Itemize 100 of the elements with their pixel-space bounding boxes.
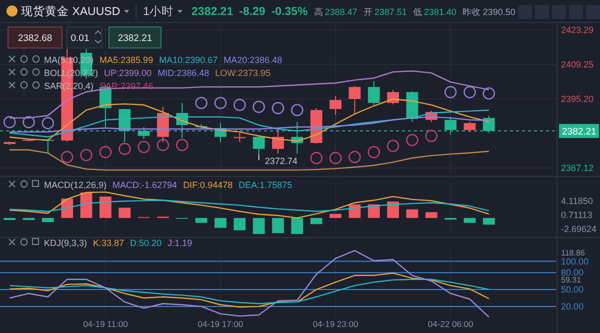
text: 118.86	[561, 248, 586, 258]
bar	[291, 218, 304, 234]
y-tick-label: -2.69624	[561, 224, 597, 234]
candlestick	[387, 90, 399, 105]
point	[61, 150, 74, 164]
point	[42, 116, 54, 130]
bar	[330, 214, 342, 218]
bar	[464, 218, 476, 223]
text: MA10:2390.67	[159, 55, 218, 65]
point	[348, 150, 361, 164]
point	[329, 152, 342, 164]
line-series	[8, 250, 490, 318]
point	[272, 102, 284, 114]
y-tick-label: 2423.29	[561, 24, 594, 35]
x-tick-label: 04-19 11:00	[83, 318, 128, 329]
bar	[4, 218, 16, 220]
bar	[214, 218, 226, 228]
point	[138, 140, 150, 154]
point	[406, 134, 418, 146]
candlestick	[272, 128, 284, 154]
point	[195, 96, 208, 110]
line-series	[8, 110, 490, 138]
bar	[42, 218, 54, 222]
bar	[100, 196, 112, 218]
point	[464, 86, 476, 98]
text: K:33.87	[93, 238, 124, 248]
point	[482, 87, 495, 100]
point	[368, 146, 380, 158]
text: J:1.19	[168, 238, 192, 248]
text: 2387.51	[374, 7, 407, 17]
series-label: UP:2399.00	[104, 68, 152, 78]
text: 2381.40	[424, 7, 456, 17]
text: D:50.20	[130, 238, 162, 248]
candlestick	[234, 132, 246, 143]
text: 1小时	[143, 5, 174, 18]
annotation: MID:2386.48	[158, 68, 210, 78]
point	[310, 152, 322, 164]
y-tick-label: 2395.20	[561, 94, 594, 104]
point	[22, 116, 35, 128]
bar	[118, 208, 131, 218]
text: 昨收 2390.50	[462, 7, 516, 17]
point	[156, 138, 170, 152]
bar	[310, 218, 322, 224]
bar	[195, 218, 208, 223]
line-series	[8, 272, 490, 308]
bar	[425, 212, 438, 218]
text: 开	[363, 7, 372, 17]
legend-title: MACD(12,26,9)	[44, 180, 107, 190]
text: 2382.21	[192, 6, 234, 18]
text: MA5:2385.99	[100, 55, 154, 65]
text: -0.35%	[271, 6, 308, 18]
point	[234, 98, 246, 111]
text: -8.29	[239, 6, 266, 18]
y-tick-label: 2367.12	[561, 163, 594, 174]
y-tick-label: 50.00	[561, 284, 584, 295]
y-tick-label: 80.00	[561, 268, 584, 278]
point	[252, 100, 265, 113]
point	[214, 96, 227, 110]
point	[118, 142, 131, 156]
candlestick	[330, 96, 342, 116]
bar	[406, 209, 418, 218]
y-tick-label: 0.71113	[561, 210, 592, 220]
point	[99, 146, 112, 158]
bar	[387, 202, 399, 218]
y-tick-label: 100.00	[561, 256, 589, 266]
bar	[234, 218, 246, 230]
annotation: 0.01	[70, 33, 90, 44]
point	[176, 138, 188, 152]
line-series	[8, 149, 490, 171]
line-series	[8, 191, 490, 219]
bar	[252, 218, 265, 234]
candlestick	[368, 80, 380, 106]
annotation: 2382.68	[18, 33, 52, 44]
annotation: MACD:-1.62794	[112, 180, 178, 190]
text: MA20:2386.48	[224, 55, 282, 65]
legend-title: KDJ(9,3,3)	[44, 238, 88, 248]
bar	[368, 204, 380, 218]
line-series	[8, 200, 490, 212]
ref-line-label: 2382.21	[562, 126, 596, 138]
text: LOW:2373.95	[215, 68, 270, 78]
line-series	[8, 278, 490, 304]
text: 2388.47	[324, 7, 358, 17]
x-tick-label: 04-22 06:00	[428, 318, 474, 329]
candlestick	[464, 121, 476, 132]
annotation: 2372.74	[264, 156, 298, 166]
x-tick-label: 04-19 23:00	[312, 318, 358, 329]
candlestick	[348, 85, 361, 115]
annotation: 2382.21	[118, 33, 152, 44]
y-tick-label: 20.00	[561, 301, 584, 312]
series-label: DEA:1.75875	[238, 180, 292, 190]
point	[425, 130, 438, 142]
point	[444, 86, 457, 98]
bar	[272, 218, 284, 234]
chart-title: 现货黄金 XAUUSD	[21, 5, 120, 18]
point	[3, 116, 16, 128]
point	[386, 140, 400, 152]
text: 59.31	[561, 276, 582, 285]
bar	[482, 218, 495, 225]
bar	[22, 218, 35, 220]
text: 高	[314, 7, 323, 17]
